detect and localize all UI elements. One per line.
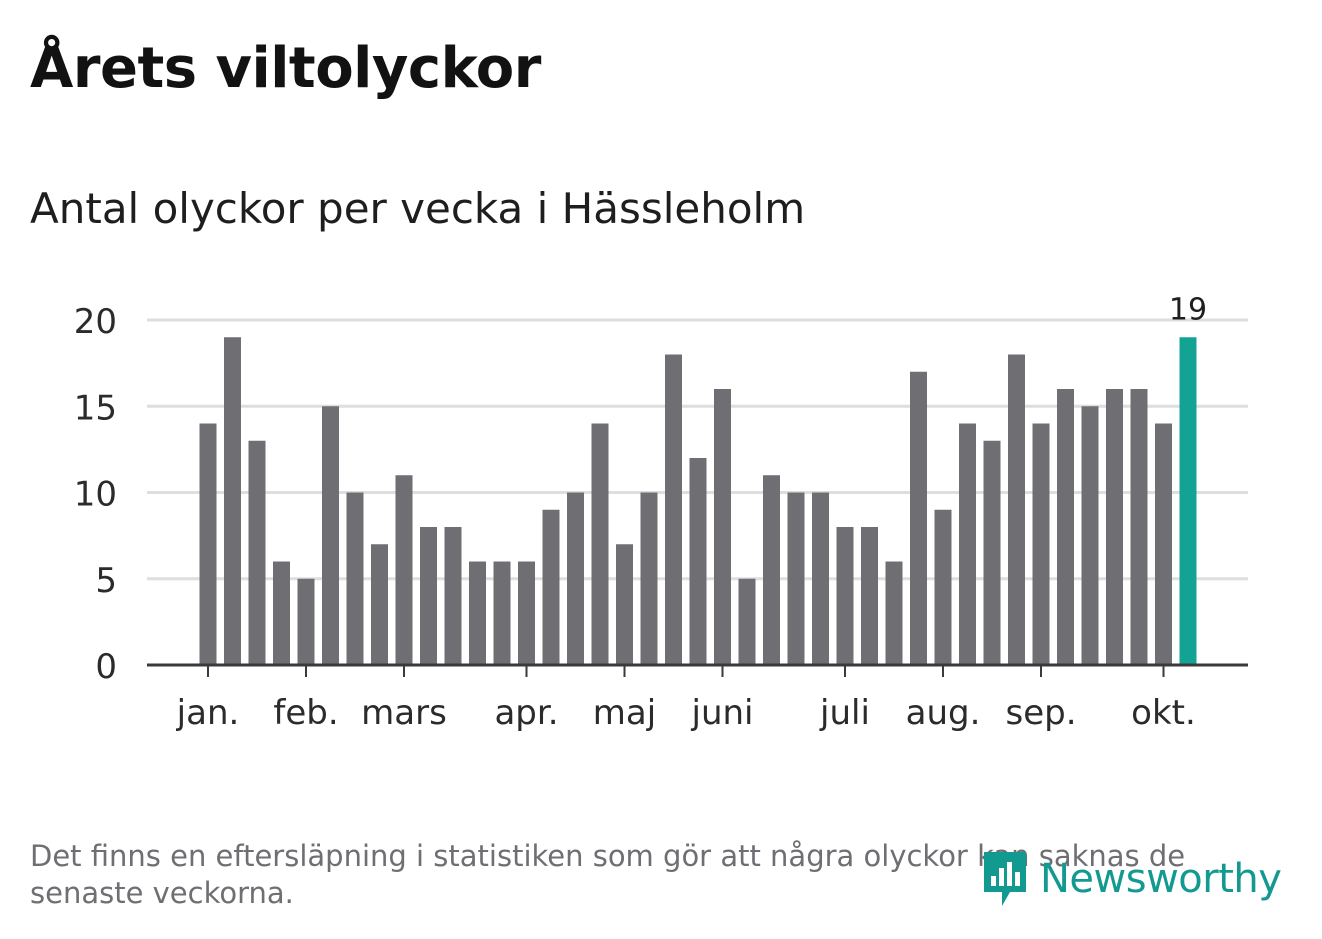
bar [542,509,560,665]
bar [861,527,878,665]
x-tick-label: maj [593,693,656,733]
bars [199,337,1197,665]
data-label: 19 [1169,292,1207,327]
x-tick-label: sep. [1005,693,1076,733]
x-tick-label: juli [819,693,870,733]
x-tick-label: okt. [1131,693,1196,733]
bar [616,544,633,665]
bar [224,337,241,665]
chart-title: Årets viltolyckor [30,36,541,101]
y-tick-label: 15 [74,388,117,428]
y-axis-ticks: 0 5 10 15 20 [74,302,117,687]
bar [1081,406,1099,665]
bar [493,561,511,665]
bar [591,423,609,665]
bar [273,561,290,665]
brand-logo: Newsworthy [980,848,1282,910]
x-tick-label: jan. [176,693,240,733]
x-tick-label: aug. [906,693,981,733]
bar [934,509,952,665]
bar [689,458,707,665]
bar [983,440,1001,665]
data-labels: 19 [1169,292,1207,327]
bar [199,423,217,665]
bar [787,492,805,665]
bar [1106,389,1123,665]
x-axis-ticks: jan. feb. mars apr. maj juni juli aug. sep. okt. [176,665,1196,733]
bar [1032,423,1050,665]
bar-chart-speech-bubble-icon [984,852,1026,906]
bar [714,389,731,665]
bar [665,354,682,665]
bar [910,371,927,665]
y-tick-label: 10 [74,475,117,515]
bar [444,527,462,665]
bar-highlight [1179,337,1197,665]
bar [248,440,266,665]
bar [297,578,315,665]
bar [346,492,364,665]
y-tick-label: 5 [95,561,117,601]
bar [1130,389,1148,665]
bar [395,475,413,665]
bar [322,406,339,665]
bar-chart: 0 5 10 15 20 jan. feb. mars apr. maj juni juli aug.… [74,292,1248,733]
chart-subtitle: Antal olyckor per vecka i Hässleholm [30,184,806,233]
x-tick-label: juni [691,693,754,733]
brand-name: Newsworthy [1040,856,1282,902]
bar [738,578,756,665]
bar [836,527,854,665]
bar [763,475,780,665]
bar [420,527,437,665]
bar [959,423,976,665]
bar [371,544,388,665]
x-tick-label: apr. [494,693,558,733]
bar [812,492,829,665]
bar [567,492,584,665]
bar [1057,389,1074,665]
bar [469,561,486,665]
x-tick-label: mars [361,693,447,733]
y-tick-label: 0 [95,647,117,687]
bar [1008,354,1025,665]
bar [1155,423,1172,665]
bar [885,561,903,665]
bar [518,561,535,665]
y-tick-label: 20 [74,302,117,342]
x-tick-label: feb. [273,693,338,733]
bar [640,492,658,665]
